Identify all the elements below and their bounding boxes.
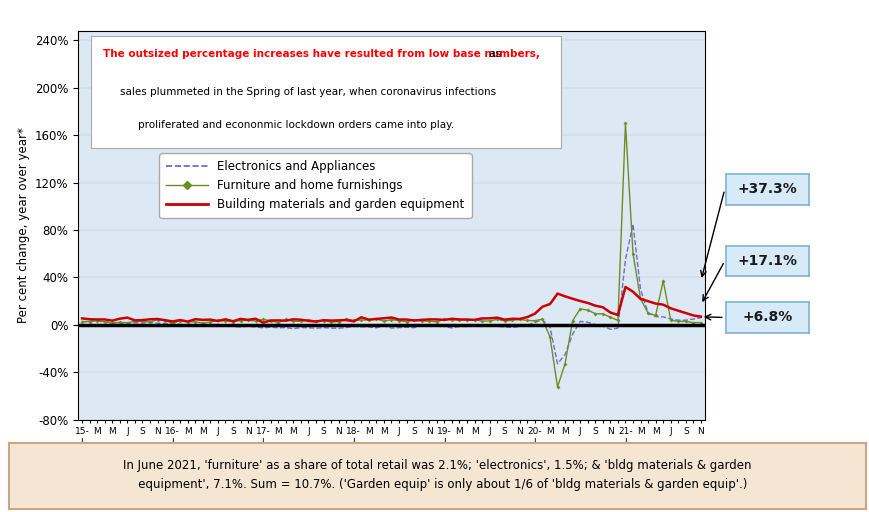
Building materials and garden equipment [258, 319, 269, 326]
Electronics and Appliances [446, 325, 456, 331]
Furniture and home furnishings [115, 319, 125, 326]
Furniture and home furnishings [552, 384, 562, 390]
Electronics and Appliances [76, 319, 87, 325]
Furniture and home furnishings [446, 316, 456, 323]
Electronics and Appliances [521, 322, 532, 328]
Legend: Electronics and Appliances, Furniture and home furnishings, Building materials a: Electronics and Appliances, Furniture an… [159, 154, 471, 218]
Furniture and home furnishings [521, 317, 532, 324]
Electronics and Appliances [567, 331, 577, 337]
Building materials and garden equipment [695, 313, 706, 319]
Y-axis label: Per cent change, year over year*: Per cent change, year over year* [17, 127, 30, 323]
Text: proliferated and econonmic lockdown orders came into play.: proliferated and econonmic lockdown orde… [138, 120, 454, 131]
Electronics and Appliances [167, 321, 177, 327]
Furniture and home furnishings [695, 319, 706, 326]
Building materials and garden equipment [620, 284, 630, 290]
Text: as: as [486, 49, 501, 59]
Text: sales plummeted in the Spring of last year, when coronavirus infections: sales plummeted in the Spring of last ye… [119, 87, 495, 97]
Electronics and Appliances [205, 323, 216, 329]
Building materials and garden equipment [167, 318, 177, 325]
Furniture and home furnishings [567, 317, 577, 324]
X-axis label: Year and month: Year and month [332, 455, 450, 468]
Line: Electronics and Appliances: Electronics and Appliances [82, 224, 700, 364]
Building materials and garden equipment [567, 295, 577, 302]
Building materials and garden equipment [529, 311, 540, 317]
Line: Building materials and garden equipment: Building materials and garden equipment [82, 287, 700, 323]
Building materials and garden equipment [115, 315, 125, 322]
Text: +37.3%: +37.3% [737, 182, 797, 197]
Text: In June 2021, 'furniture' as a share of total retail was 2.1%; 'electronics', 1.: In June 2021, 'furniture' as a share of … [123, 459, 751, 491]
Furniture and home furnishings [167, 320, 177, 326]
Building materials and garden equipment [76, 315, 87, 322]
Electronics and Appliances [695, 315, 706, 321]
Electronics and Appliances [627, 221, 638, 227]
Furniture and home furnishings [76, 318, 87, 325]
Electronics and Appliances [552, 361, 562, 367]
Furniture and home furnishings [205, 319, 216, 325]
Building materials and garden equipment [454, 316, 464, 323]
Building materials and garden equipment [205, 316, 216, 323]
Text: +6.8%: +6.8% [742, 310, 792, 325]
Furniture and home furnishings [620, 120, 630, 126]
Text: The outsized percentage increases have resulted from low base numbers,: The outsized percentage increases have r… [103, 49, 540, 59]
Electronics and Appliances [115, 320, 125, 326]
Line: Furniture and home furnishings: Furniture and home furnishings [81, 122, 701, 388]
Text: +17.1%: +17.1% [737, 254, 797, 268]
